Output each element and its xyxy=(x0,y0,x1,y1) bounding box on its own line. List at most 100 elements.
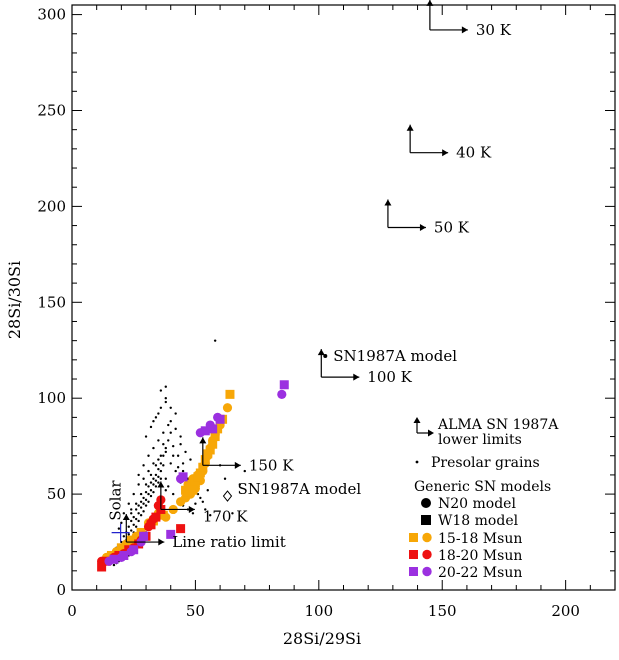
x-tick-label: 100 xyxy=(304,602,333,620)
w18-model-point xyxy=(139,531,149,541)
y-tick-label: 50 xyxy=(47,485,66,503)
limit-label: 150 K xyxy=(249,456,294,474)
presolar-grain-point xyxy=(152,446,155,450)
w18-model-point xyxy=(200,455,210,465)
presolar-grain-point xyxy=(157,458,160,461)
presolar-grain-point xyxy=(154,485,158,488)
w18-model-point xyxy=(109,554,119,564)
limit-arrowhead-right xyxy=(442,149,449,157)
presolar-grain-point xyxy=(162,431,165,434)
presolar-grain-point xyxy=(169,431,172,434)
w18-model-point xyxy=(208,424,218,434)
w18-model-point xyxy=(225,389,235,399)
presolar-grain-point xyxy=(144,483,148,486)
presolar-grain-point xyxy=(238,483,242,486)
w18-model-point xyxy=(183,487,193,497)
limit-arrowhead-up xyxy=(426,0,434,6)
presolar-grain-point xyxy=(149,489,153,492)
presolar-grain-point xyxy=(142,510,145,513)
w18-model-point xyxy=(205,445,215,455)
presolar-grain-point xyxy=(149,494,153,498)
presolar-grain-point xyxy=(117,527,121,530)
presolar-grain-point xyxy=(152,420,155,423)
presolar-grain-point xyxy=(184,450,187,454)
presolar-grain-point xyxy=(194,502,197,505)
solar-label: Solar xyxy=(107,480,125,521)
presolar-grain-point xyxy=(167,439,170,442)
presolar-grain-point xyxy=(149,473,153,477)
w18-model-point xyxy=(97,562,107,572)
plot-frame xyxy=(71,4,616,591)
legend-group1-square xyxy=(409,533,418,542)
presolar-grain-point xyxy=(164,489,167,492)
presolar-grain-point xyxy=(142,496,145,500)
presolar-grain-point xyxy=(174,427,177,431)
presolar-grain-point xyxy=(162,464,165,467)
presolar-grain-point xyxy=(159,454,163,457)
w18-model-point xyxy=(198,462,208,472)
presolar-grain-point xyxy=(152,477,155,480)
w18-model-point xyxy=(129,545,139,555)
presolar-grain-point xyxy=(209,513,212,517)
legend-alma-label-2: lower limits xyxy=(438,432,522,448)
legend-alma-arrow xyxy=(413,417,434,437)
presolar-grain-point xyxy=(157,439,160,442)
sn1987a-model-label: SN1987A model xyxy=(237,480,361,498)
presolar-grain-point xyxy=(191,512,195,515)
axis-tick-labels: 0 50 100 150 200 0 50 100 150 200 250 300 xyxy=(37,6,580,620)
limit-arrowhead-right xyxy=(234,461,241,469)
presolar-grain-point xyxy=(176,454,180,457)
w18-model-point xyxy=(208,439,218,449)
legend-w18-marker xyxy=(421,515,431,525)
limit-arrowhead-right xyxy=(353,373,360,381)
presolar-grain-point xyxy=(169,420,172,423)
presolar-grain-point xyxy=(176,466,180,469)
presolar-grain-point xyxy=(152,483,155,486)
presolar-grain-point xyxy=(167,485,170,488)
w18-model-point xyxy=(116,543,126,553)
presolar-grain-point xyxy=(213,339,217,342)
limit-arrowhead-up xyxy=(384,199,392,206)
presolar-grain-point xyxy=(122,535,126,538)
presolar-grain-point xyxy=(130,512,133,515)
presolar-grain-point xyxy=(181,462,185,465)
legend-group2-label: 18-20 Msun xyxy=(438,548,522,564)
presolar-grain-point xyxy=(164,450,167,454)
sn1987a-model-marker: SN1987A model xyxy=(222,480,361,502)
w18-model-point xyxy=(215,414,225,424)
presolar-grain-point xyxy=(162,454,165,457)
presolar-grain-point xyxy=(164,396,167,400)
presolar-grain-point xyxy=(179,443,182,446)
n20-model-point xyxy=(222,403,233,413)
y-tick-label: 300 xyxy=(37,6,66,24)
legend-presolar-dot xyxy=(415,460,419,464)
presolar-grain-point xyxy=(120,521,123,525)
presolar-grain-point xyxy=(164,477,167,480)
presolar-grain-point xyxy=(127,525,130,528)
presolar-grain-point xyxy=(144,435,148,438)
presolar-grain-point xyxy=(144,498,148,502)
y-axis-title: 28Si/30Si xyxy=(5,261,24,339)
presolar-grain-point xyxy=(243,469,246,473)
limit-label: 100 K xyxy=(367,368,412,386)
presolar-grain-point xyxy=(137,473,140,477)
w18-model-point xyxy=(166,529,176,539)
presolar-grain-point xyxy=(157,481,160,484)
limit-arrowhead-right xyxy=(461,26,468,34)
presolar-grain-point xyxy=(157,467,160,471)
presolar-grain-point xyxy=(167,423,170,427)
presolar-grain-point xyxy=(154,479,158,482)
presolar-grain-point xyxy=(149,425,153,429)
sn1987a-limit-marker xyxy=(323,354,328,358)
presolar-grain-point xyxy=(132,515,135,519)
presolar-grain-point xyxy=(127,502,130,505)
presolar-grain-point xyxy=(154,473,158,477)
w18-model-point xyxy=(146,520,156,530)
solar-marker: Solar xyxy=(107,480,130,542)
limit-label: 50 K xyxy=(434,218,470,236)
presolar-grain-point xyxy=(199,496,202,500)
limit-arrowhead-up xyxy=(199,437,207,444)
legend-group3-square xyxy=(409,567,418,576)
presolar-grain-point xyxy=(144,504,148,507)
w18-model-point xyxy=(213,424,223,434)
